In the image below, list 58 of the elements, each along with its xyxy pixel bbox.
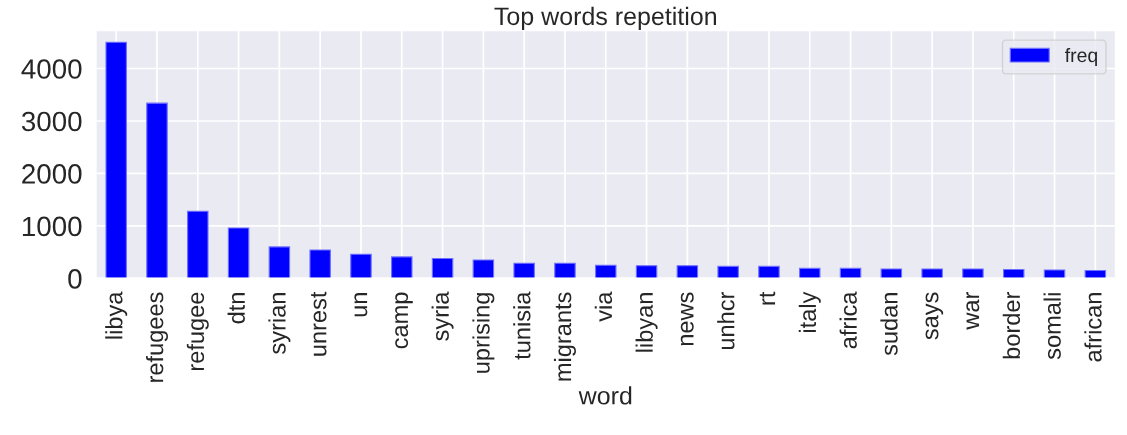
bar [227,227,250,279]
x-tick-label: libyan [635,293,658,352]
bar [1084,269,1107,279]
bar [554,262,576,279]
bar [146,102,168,279]
bar [880,268,903,279]
x-tick-label: rt [759,291,776,305]
bar [472,259,495,279]
x-tick-label: news [680,292,694,346]
x-tick-label: dtn [227,293,245,324]
y-tick-label: 0 [68,269,82,289]
x-tick-label: italy [798,291,821,332]
bar [309,249,331,279]
x-tick-label: syrian [268,293,291,354]
x-axis-title: word [578,386,632,405]
bar [391,256,413,279]
x-tick-label: camp [395,292,413,349]
bar [798,267,821,279]
bar [921,268,943,279]
bar [350,253,372,279]
x-tick-label: migrants [553,292,576,381]
y-tick-label: 2000 [22,164,82,184]
y-tick-label: 1000 [22,216,82,237]
y-tick-label: 4000 [21,59,82,79]
chart-title: Top words repetition [494,6,717,31]
x-tick-label: somali [1043,293,1061,360]
x-tick-label: war [966,291,980,330]
bar [105,41,127,279]
x-tick-label: un [354,293,368,317]
x-tick-label: refugees [146,292,168,382]
x-tick-label: uprising [472,293,495,373]
bar [839,267,862,279]
x-tick-label: unrest [311,291,327,356]
bar [717,265,739,279]
bar [758,265,780,279]
bar [431,257,454,279]
x-tick-label: unhcr [717,291,735,350]
bar [187,210,209,279]
x-tick-label: tunisia [513,291,531,360]
y-tick-label: 3000 [21,111,82,132]
bar [595,264,617,279]
x-tick-label: african [1084,293,1102,362]
bar [676,265,699,279]
bar [962,268,984,279]
bar [268,246,291,279]
x-tick-label: border [1002,291,1021,359]
legend-label: freq [1065,47,1097,67]
bar [635,265,658,279]
bar [1002,268,1025,279]
x-tick-label: libya [105,291,128,339]
x-tick-label: sudan [880,293,898,356]
x-tick-label: says [925,292,944,340]
x-tick-label: africa [839,291,857,349]
x-tick-label: refugee [186,292,209,371]
x-tick-label: syria [431,291,454,341]
bar [513,262,535,279]
bar [1043,269,1066,279]
x-tick-label: via [594,291,613,322]
